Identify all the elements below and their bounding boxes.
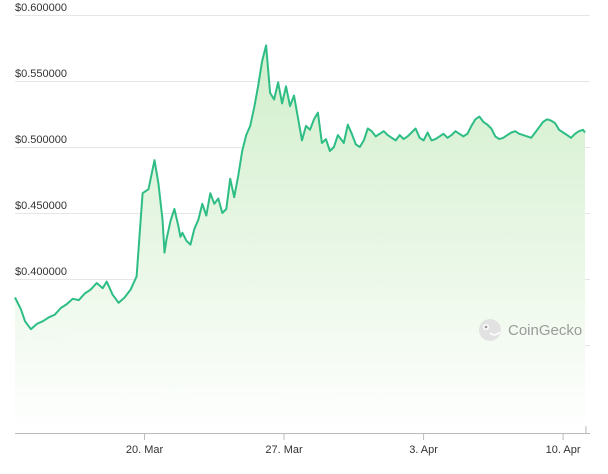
price-area-fill: [15, 45, 585, 434]
volume-bar: [584, 426, 587, 433]
watermark-label: CoinGecko: [508, 322, 582, 339]
x-tick-label: 3. Apr: [409, 444, 438, 456]
gecko-logo-icon: [479, 319, 501, 341]
coingecko-watermark: CoinGecko: [479, 319, 582, 341]
y-tick-label: $0.450000: [15, 200, 67, 212]
y-axis-ticks: $0.600000 $0.550000 $0.500000 $0.450000 $0.4…: [15, 2, 67, 344]
y-tick-label: $0.400000: [15, 266, 67, 278]
price-series-line: [14, 44, 586, 331]
x-tick-label: 10. Apr: [546, 444, 581, 456]
x-tick-label: 20. Mar: [126, 444, 164, 456]
x-axis-ticks: 20. Mar 27. Mar 3. Apr 10. Apr: [126, 433, 581, 456]
y-tick-label: $0.550000: [15, 68, 67, 80]
y-tick-label: $0.600000: [15, 2, 67, 14]
x-tick-label: 27. Mar: [265, 444, 303, 456]
y-tick-label: $0.500000: [15, 134, 67, 146]
